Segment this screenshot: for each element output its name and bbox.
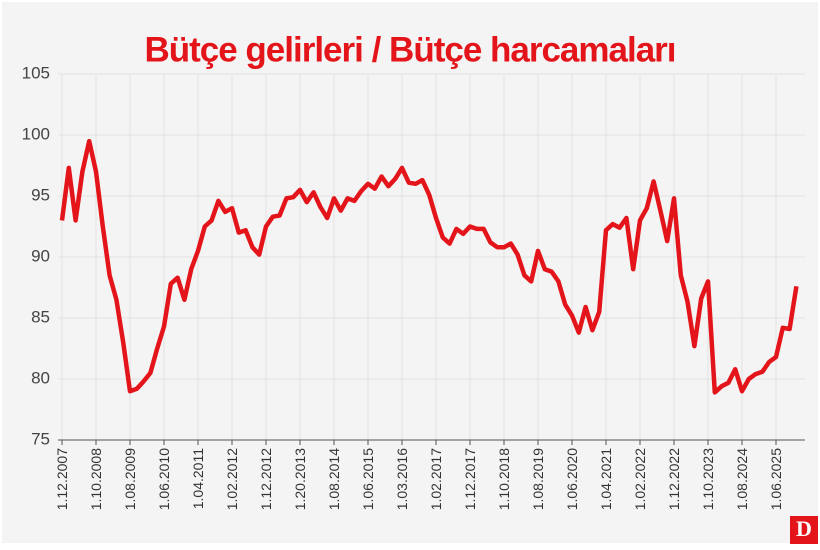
x-tick-label: 1.04.2011 <box>190 448 206 509</box>
x-tick-label: 1.10.2008 <box>88 448 104 510</box>
y-tick-label: 80 <box>31 368 50 387</box>
x-tick-label: 1.03.2016 <box>394 448 410 510</box>
x-tick-label: 1.10.2018 <box>496 448 512 510</box>
x-tick-label: 1.08.2009 <box>122 448 138 510</box>
y-tick-label: 85 <box>31 307 50 326</box>
y-tick-label: 95 <box>31 185 50 204</box>
y-tick-label: 105 <box>22 63 50 82</box>
logo-box <box>790 516 818 544</box>
x-tick-label: 1.06.2015 <box>360 448 376 510</box>
x-tick-label: 1.10.2023 <box>700 448 716 510</box>
x-tick-label: 1.12.2007 <box>54 448 70 510</box>
y-tick-label: 75 <box>31 429 50 448</box>
x-tick-label: 1.06.2020 <box>564 448 580 510</box>
y-tick-label: 90 <box>31 246 50 265</box>
x-tick-label: 1.20.2013 <box>292 448 308 510</box>
x-tick-label: 1.08.2024 <box>734 448 750 510</box>
y-tick-label: 100 <box>22 124 50 143</box>
data-line <box>59 138 799 395</box>
x-tick-label: 1.08.2014 <box>326 448 342 510</box>
x-tick-label: 1.02.2012 <box>224 448 240 510</box>
x-tick-label: 1.12.2017 <box>462 448 478 510</box>
x-tick-label: 1.08.2019 <box>530 448 546 510</box>
x-tick-label: 1.02.2022 <box>632 448 648 510</box>
x-tick-label: 1.12.2022 <box>666 448 682 510</box>
x-tick-label: 1.06.2025 <box>768 448 784 510</box>
x-tick-label: 1.04.2021 <box>598 448 614 510</box>
x-tick-label: 1.02.2017 <box>428 448 444 510</box>
logo: D <box>796 516 812 541</box>
x-tick-label: 1.12.2012 <box>258 448 274 510</box>
chart-title: Bütçe gelirleri / Bütçe harcamaları <box>144 30 675 69</box>
x-tick-label: 1.06.2010 <box>156 448 172 510</box>
